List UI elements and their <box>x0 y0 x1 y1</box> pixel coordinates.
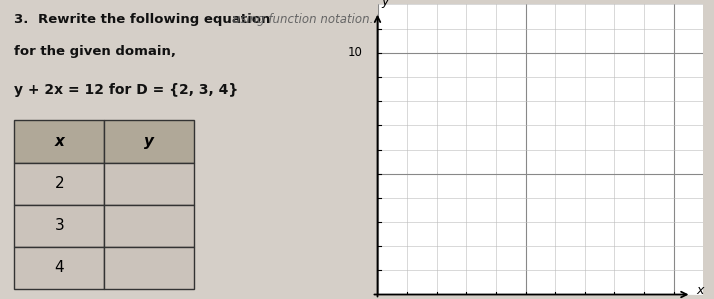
Text: x: x <box>696 284 703 298</box>
Bar <box>104 120 194 163</box>
Text: 3: 3 <box>54 218 64 233</box>
Text: for the given domain,: for the given domain, <box>14 45 176 58</box>
Bar <box>14 120 104 163</box>
Text: 4: 4 <box>54 260 64 275</box>
Text: x: x <box>54 134 64 149</box>
Text: 10: 10 <box>348 46 363 59</box>
Text: using function notation. Then create a table of values and sketch the graph: using function notation. Then create a t… <box>228 13 680 26</box>
Bar <box>104 163 194 205</box>
Bar <box>14 163 104 205</box>
Text: 3.: 3. <box>14 13 34 26</box>
Text: y: y <box>381 0 388 8</box>
Text: 2: 2 <box>54 176 64 191</box>
Bar <box>104 247 194 289</box>
Bar <box>14 247 104 289</box>
Text: y: y <box>144 134 154 149</box>
Text: y + 2x = 12 for D = {2, 3, 4}: y + 2x = 12 for D = {2, 3, 4} <box>14 83 238 97</box>
Text: Rewrite the following equation: Rewrite the following equation <box>38 13 270 26</box>
Bar <box>14 205 104 247</box>
Bar <box>104 205 194 247</box>
